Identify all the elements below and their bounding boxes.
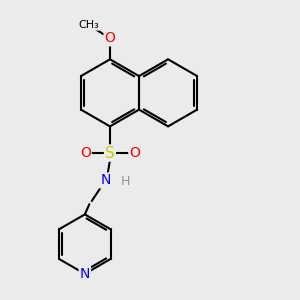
Text: S: S (105, 146, 115, 160)
Text: N: N (80, 267, 90, 281)
Text: O: O (80, 146, 91, 160)
Text: O: O (105, 32, 116, 45)
Text: H: H (121, 175, 130, 188)
Text: N: N (100, 173, 111, 188)
Text: CH₃: CH₃ (79, 20, 99, 30)
Text: O: O (129, 146, 140, 160)
